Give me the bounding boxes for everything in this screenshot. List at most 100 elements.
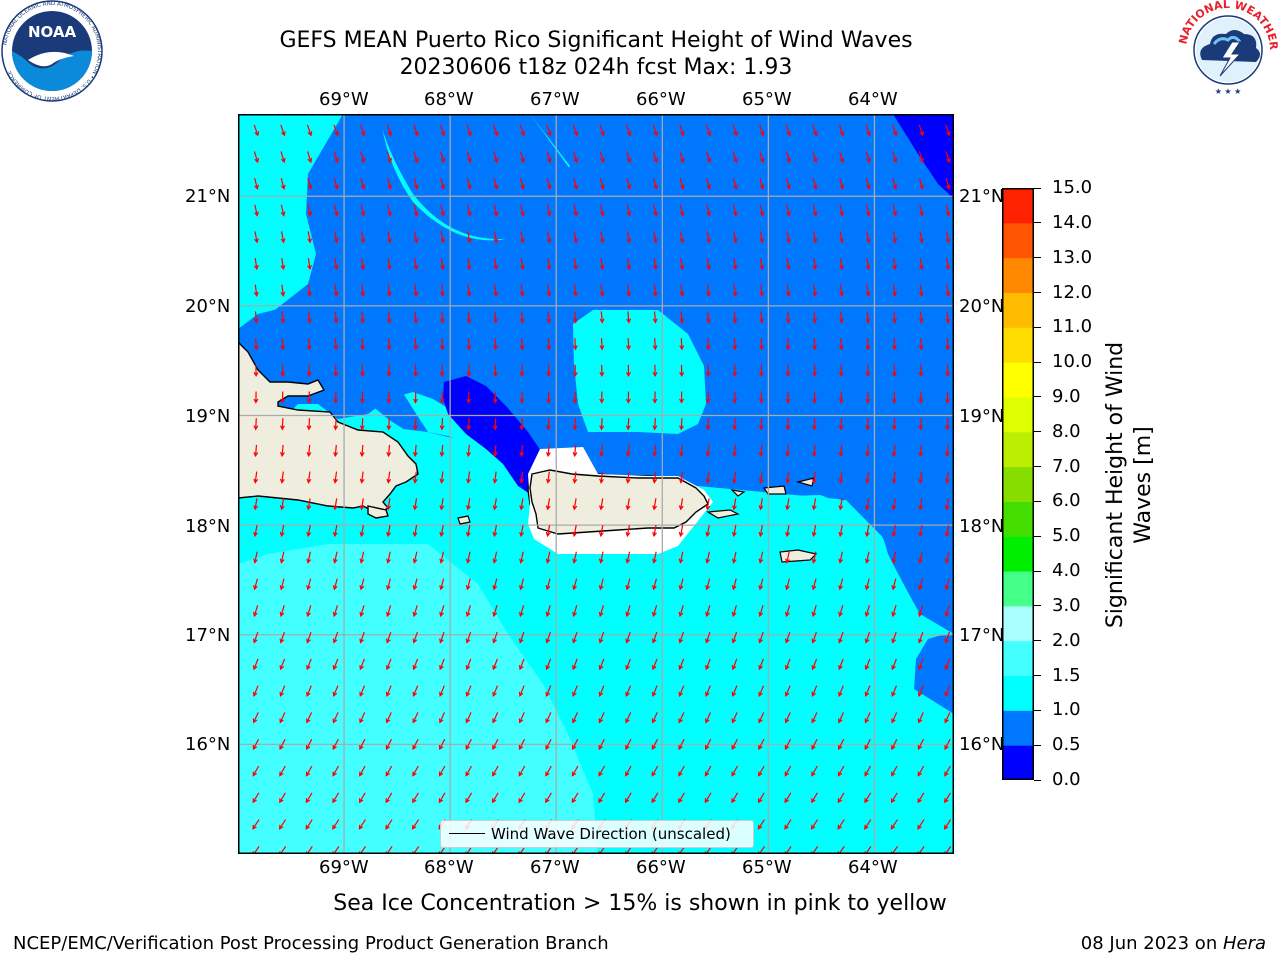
wind-arrow-head [839,291,844,297]
wind-arrow [733,551,737,563]
wind-arrow-head [945,425,950,431]
wind-arrow [760,258,763,269]
wind-arrow-head [892,264,898,271]
wind-arrow-head [520,184,525,190]
wind-arrow-head [917,638,923,644]
wind-arrow-head [385,691,391,697]
wind-arrow [652,712,658,723]
wind-arrow-head [918,372,924,378]
wind-arrow-head [307,211,313,217]
wind-arrow-head [386,318,392,324]
wind-arrow-head [333,238,339,244]
wind-arrow [653,311,657,323]
wind-arrow [334,418,337,430]
wind-arrow [520,551,524,563]
wind-arrow [281,258,284,269]
wind-arrow-head [758,451,764,458]
wind-arrow [706,471,710,483]
wind-arrow [414,231,418,243]
wave-contour-0.0-0.5-mona [443,376,543,494]
wind-arrow [467,204,471,216]
wind-arrow-head [891,451,897,458]
wind-arrow-head [438,798,444,804]
wind-arrow [599,578,604,590]
wind-arrow-head [466,398,472,404]
wind-arrow-head [598,744,603,751]
wind-arrow-head [545,744,550,751]
wind-arrow-head [599,398,605,404]
wind-arrow [786,204,790,216]
wind-arrow [731,792,739,803]
wind-arrow [281,284,284,296]
wind-arrow [600,524,604,537]
wind-arrow [359,765,366,776]
wind-arrow [653,578,657,590]
wind-arrow-head [413,157,419,164]
wind-arrow [706,151,711,163]
wind-arrow-head [306,665,311,671]
wind-arrow-head [705,558,711,564]
wind-arrow-head [812,425,817,431]
wind-arrow-head [386,531,391,538]
wind-arrow [919,311,923,323]
wind-arrow [600,498,604,510]
wind-arrow [307,284,311,296]
wind-arrow-head [412,718,417,724]
colorbar-segment [1002,710,1034,746]
wind-arrow-head [545,718,550,724]
wind-arrow [866,524,870,537]
wind-arrow-head [784,691,790,697]
wind-arrow [252,738,260,750]
wind-arrow [625,738,632,750]
wind-arrow-head [731,798,736,804]
wind-arrow [467,284,471,296]
wind-arrow-head [785,558,790,564]
wind-arrow-head [598,718,604,724]
wind-arrow-head [838,318,844,324]
wind-arrow [839,498,843,510]
lat-label-right-16n: 16°N [959,734,1005,755]
wind-arrow [811,819,819,830]
wind-arrow [547,338,550,350]
wind-arrow [600,418,603,430]
wind-arrow [361,418,364,430]
colorbar-tick-mark [1034,396,1041,398]
wind-arrow-head [386,372,392,378]
wind-arrow-head [944,558,950,564]
wind-arrow [493,231,497,243]
wind-arrow [332,738,339,750]
wind-arrow-head [678,691,683,697]
wind-arrow-head [253,425,259,431]
wind-arrow [758,765,765,776]
wind-arrow-head [305,824,310,830]
wind-arrow-head [386,345,392,351]
wind-arrow-head [385,824,390,830]
wind-arrow-head [944,744,949,751]
wind-arrow [625,658,631,670]
wind-arrow-head [465,665,471,671]
wind-arrow [439,631,445,643]
wind-arrow [946,258,949,269]
wind-arrow [839,231,843,243]
wind-arrow [680,311,683,323]
wind-arrow [599,658,605,670]
wind-arrow [440,551,444,563]
wind-arrow [759,177,764,189]
wind-arrow-head [546,211,552,217]
colorbar-tick-label: 3.0 [1052,594,1081,616]
wind-arrow-head [440,157,446,164]
wind-arrow [386,685,392,697]
lon-label-top-65w: 65°W [742,89,792,110]
wind-arrow [547,498,551,510]
wind-arrow-head [332,744,337,751]
wind-arrow [706,177,711,189]
wind-arrow [706,284,710,296]
wind-arrow-head [519,345,525,351]
wind-arrow [388,338,390,350]
wind-arrow-head [440,184,446,190]
wind-arrow-head [786,238,791,244]
wind-arrow [786,524,790,537]
wind-arrow [253,151,259,163]
wind-arrow [704,792,712,803]
wind-arrow-head [892,211,898,217]
